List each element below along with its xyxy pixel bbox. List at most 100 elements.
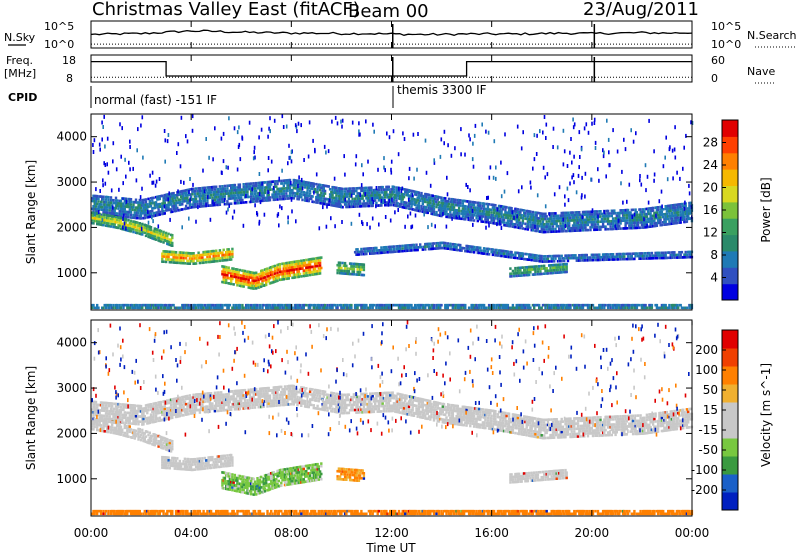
- range-cell: [535, 229, 538, 233]
- range-cell: [106, 219, 109, 222]
- range-cell: [480, 212, 483, 215]
- range-cell: [343, 203, 347, 206]
- range-cell: [450, 213, 453, 217]
- range-cell: [658, 251, 661, 255]
- range-cell: [581, 218, 585, 222]
- range-cell: [370, 204, 373, 208]
- range-cell: [571, 213, 575, 217]
- range-cell: [431, 194, 434, 198]
- range-cell: [227, 248, 230, 251]
- range-cell: [665, 215, 669, 218]
- range-cell: [281, 270, 284, 273]
- range-cell: [485, 247, 488, 251]
- range-cell: [323, 306, 327, 310]
- range-cell: [603, 258, 606, 262]
- range-cell: [296, 303, 299, 307]
- range-cell: [273, 182, 277, 186]
- range-cell: [487, 247, 491, 251]
- range-cell: [207, 196, 210, 200]
- freq-label: Freq.: [6, 54, 33, 67]
- range-cell: [375, 303, 378, 307]
- range-cell: [182, 194, 185, 198]
- range-cell: [606, 253, 610, 256]
- range-cell: [182, 259, 185, 262]
- range-cell: [520, 214, 523, 217]
- range-cell: [440, 214, 443, 218]
- range-cell: [331, 198, 334, 202]
- range-cell: [673, 251, 676, 254]
- range-cell: [218, 198, 222, 201]
- range-cell: [629, 211, 632, 214]
- range-cell: [506, 221, 510, 225]
- range-cell: [149, 212, 153, 216]
- range-cell: [482, 249, 486, 253]
- range-cell: [197, 194, 200, 198]
- range-cell: [514, 225, 517, 229]
- range-cell: [511, 222, 515, 226]
- range-cell: [221, 256, 224, 260]
- range-cell: [315, 306, 318, 310]
- range-cell: [296, 270, 299, 274]
- range-cell: [529, 215, 532, 219]
- range-cell: [654, 254, 657, 257]
- range-cell: [129, 227, 133, 230]
- range-cell: [345, 264, 348, 268]
- range-cell: [271, 180, 274, 183]
- range-cell: [306, 266, 309, 269]
- range-cell: [406, 204, 409, 207]
- range-cell: [270, 281, 273, 285]
- range-cell: [677, 253, 680, 257]
- range-cell: [179, 251, 183, 254]
- range-cell: [338, 271, 342, 275]
- range-cell: [659, 210, 662, 214]
- range-cell: [362, 303, 366, 307]
- range-cell: [427, 209, 431, 212]
- range-cell: [265, 199, 268, 202]
- range-cell: [608, 212, 611, 215]
- range-cell: [223, 258, 227, 262]
- range-cell: [516, 256, 520, 260]
- range-cell: [467, 247, 471, 251]
- range-cell: [221, 198, 224, 201]
- range-cell: [128, 208, 131, 211]
- range-cell: [356, 270, 359, 274]
- range-cell: [529, 253, 532, 256]
- range-cell: [215, 195, 218, 199]
- range-cell: [659, 221, 662, 224]
- range-cell: [318, 306, 322, 310]
- range-cell: [565, 216, 568, 220]
- range-cell: [204, 250, 208, 254]
- range-cell: [194, 195, 198, 198]
- range-cell: [231, 255, 234, 259]
- range-cell: [202, 253, 205, 257]
- range-cell: [291, 268, 294, 272]
- range-cell: [603, 255, 606, 259]
- range-cell: [362, 199, 366, 203]
- range-cell: [270, 271, 273, 274]
- range-cell: [215, 254, 218, 258]
- range-cell: [171, 303, 174, 307]
- range-cell: [106, 206, 109, 209]
- range-cell: [416, 191, 419, 194]
- range-cell: [385, 190, 388, 194]
- range-cell: [611, 222, 615, 226]
- range-cell: [382, 251, 386, 254]
- range-cell: [392, 247, 396, 251]
- range-cell: [396, 194, 399, 197]
- range-cell: [536, 211, 540, 215]
- range-cell: [392, 185, 396, 189]
- range-cell: [510, 306, 513, 310]
- range-cell: [360, 273, 363, 277]
- range-cell: [568, 221, 571, 225]
- range-cell: [489, 221, 492, 224]
- range-cell: [465, 247, 468, 250]
- range-cell: [375, 246, 378, 250]
- range-cell: [360, 197, 363, 200]
- range-cell: [242, 282, 245, 286]
- range-cell: [162, 204, 165, 208]
- range-cell: [167, 203, 170, 207]
- range-cell: [178, 261, 181, 265]
- range-cell: [250, 190, 253, 193]
- range-cell: [186, 196, 189, 200]
- range-cell: [561, 229, 565, 233]
